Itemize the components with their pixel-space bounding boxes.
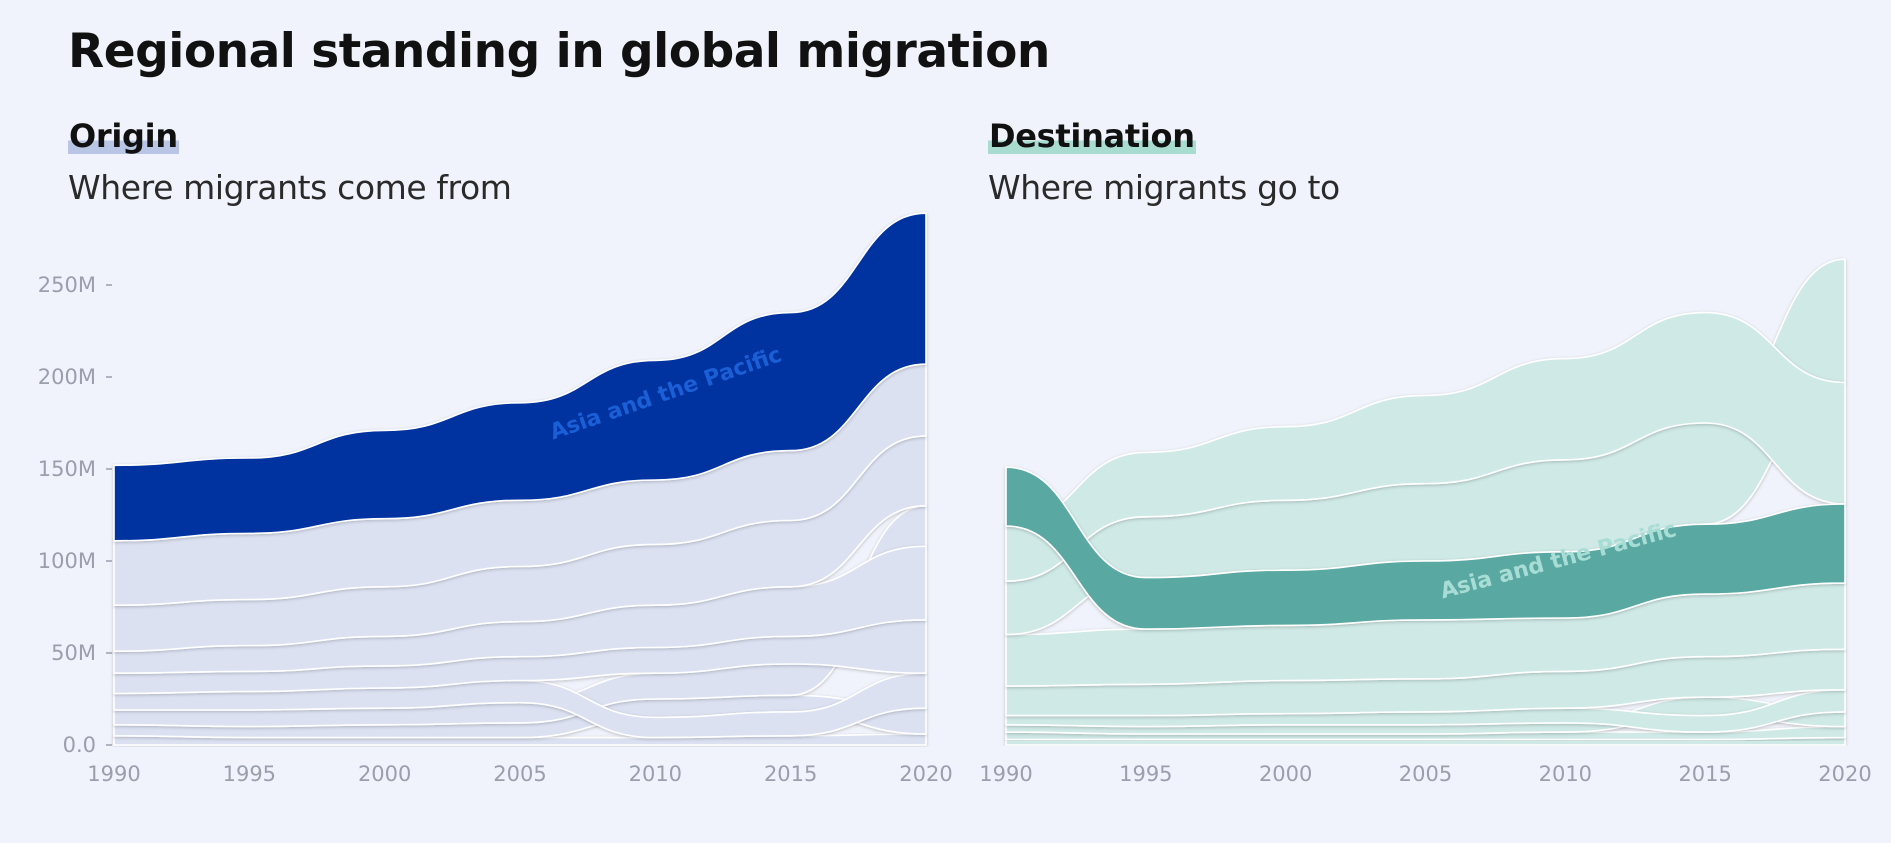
- origin-y-tick-label: 200M: [38, 365, 96, 389]
- destination-band-asia-and-the-pacific[interactable]: [1005, 466, 1846, 630]
- destination-band-region-a[interactable]: [1005, 311, 1846, 582]
- origin-band-asia-and-the-pacific[interactable]: [113, 212, 927, 542]
- origin-subtitle: Where migrants come from: [68, 168, 512, 207]
- origin-x-tick-label: 2010: [629, 762, 682, 786]
- origin-x-tick-label: 2000: [358, 762, 411, 786]
- destination-x-tick-label: 2000: [1259, 762, 1312, 786]
- origin-x-tick-label: 1990: [87, 762, 140, 786]
- destination-x-tick-label: 1995: [1119, 762, 1172, 786]
- destination-x-tick-label: 2005: [1399, 762, 1452, 786]
- origin-y-tick-label: 50M: [51, 641, 96, 665]
- origin-y-tick-label: 250M: [38, 273, 96, 297]
- origin-y-tick-label: 150M: [38, 457, 96, 481]
- destination-x-tick-label: 2020: [1818, 762, 1871, 786]
- origin-y-tick-label: 100M: [38, 549, 96, 573]
- chart-title: Regional standing in global migration: [68, 24, 1050, 79]
- destination-x-tick-label: 1990: [979, 762, 1032, 786]
- origin-x-tick-label: 1995: [223, 762, 276, 786]
- destination-subtitle: Where migrants go to: [988, 168, 1340, 207]
- origin-x-tick-label: 2005: [493, 762, 546, 786]
- origin-y-tick-label: 0.0: [63, 733, 96, 757]
- origin-heading: Origin: [68, 117, 179, 155]
- destination-heading: Destination: [988, 117, 1196, 155]
- destination-x-tick-label: 2015: [1678, 762, 1731, 786]
- origin-x-tick-label: 2015: [764, 762, 817, 786]
- destination-x-tick-label: 2010: [1539, 762, 1592, 786]
- origin-x-tick-label: 2020: [899, 762, 952, 786]
